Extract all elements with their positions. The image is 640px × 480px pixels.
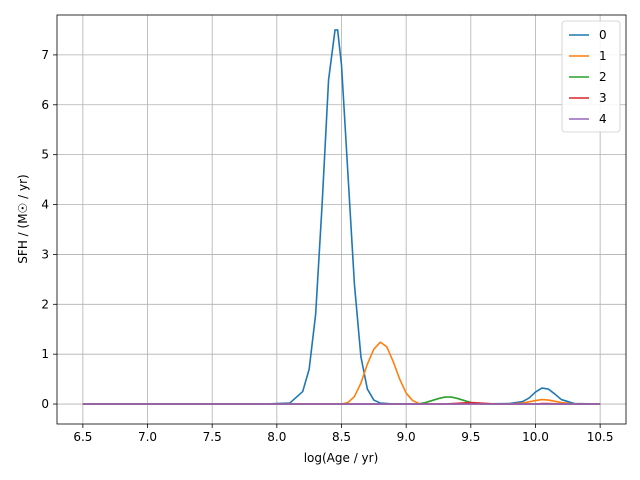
legend-label: 0 bbox=[599, 28, 607, 42]
series-line-1 bbox=[82, 341, 601, 405]
x-tick-label: 9.5 bbox=[461, 430, 480, 444]
x-tick-label: 8.0 bbox=[267, 430, 286, 444]
legend-label: 3 bbox=[599, 91, 607, 105]
grid bbox=[57, 15, 626, 424]
y-tick-label: 6 bbox=[41, 98, 49, 112]
y-tick-label: 4 bbox=[41, 198, 49, 212]
x-tick-label: 8.5 bbox=[332, 430, 351, 444]
legend-label: 2 bbox=[599, 70, 607, 84]
legend: 0 1 2 3 4 bbox=[561, 20, 621, 133]
series-layer bbox=[82, 29, 601, 405]
y-tick-label: 2 bbox=[41, 297, 49, 311]
x-ticks: 6.5 7.0 7.5 8.0 8.5 9.0 9.5 10.0 10.5 bbox=[73, 424, 613, 444]
y-tick-label: 5 bbox=[41, 148, 49, 162]
y-tick-label: 0 bbox=[41, 397, 49, 411]
x-tick-label: 6.5 bbox=[73, 430, 92, 444]
legend-label: 1 bbox=[599, 49, 607, 63]
x-tick-label: 10.0 bbox=[522, 430, 549, 444]
y-axis-label: SFH / (M☉ / yr) bbox=[16, 174, 30, 263]
y-ticks: 0 1 2 3 4 5 6 7 bbox=[41, 48, 57, 411]
x-tick-label: 9.0 bbox=[397, 430, 416, 444]
x-tick-label: 10.5 bbox=[587, 430, 614, 444]
x-axis-label: log(Age / yr) bbox=[304, 451, 379, 465]
legend-label: 4 bbox=[599, 112, 607, 126]
y-tick-label: 3 bbox=[41, 247, 49, 261]
x-tick-label: 7.0 bbox=[138, 430, 157, 444]
legend-box bbox=[561, 20, 621, 133]
y-tick-label: 7 bbox=[41, 48, 49, 62]
series-line-0 bbox=[82, 29, 601, 405]
x-tick-label: 7.5 bbox=[203, 430, 222, 444]
y-tick-label: 1 bbox=[41, 347, 49, 361]
